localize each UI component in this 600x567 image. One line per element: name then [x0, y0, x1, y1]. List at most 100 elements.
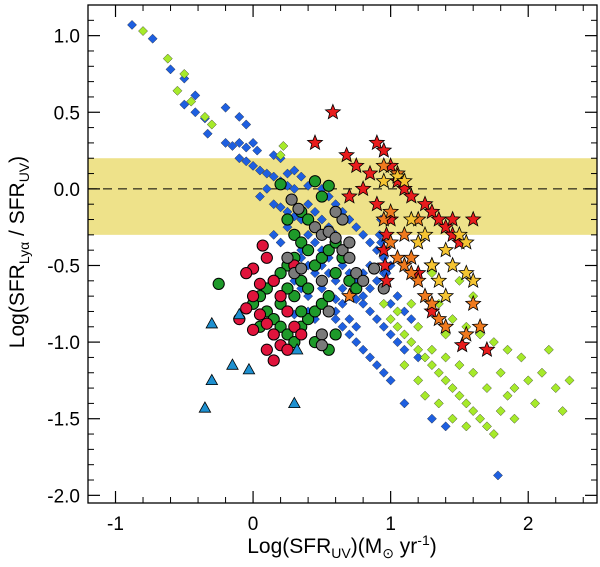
orange-stars-point [402, 264, 420, 281]
lime-diamonds-point [440, 329, 451, 340]
lime-diamonds-point [516, 352, 527, 363]
blue-diamonds-point [399, 398, 410, 409]
x-axis-title: Log(SFRUV)(M⊙ yr-1) [247, 532, 436, 561]
green-circles-point [322, 179, 335, 192]
blue-diamonds-point [296, 171, 307, 182]
blue-diamonds-point [344, 314, 355, 325]
blue-diamonds-point [268, 229, 279, 240]
red-stars-point [340, 187, 358, 204]
red-stars-point [416, 195, 434, 212]
lime-diamonds-point [447, 383, 458, 393]
orange-stars-point [389, 248, 406, 265]
blue-diamonds-point [358, 291, 369, 302]
orange-stars-point [375, 210, 393, 227]
blue-diamonds-point [190, 107, 201, 118]
red-stars-point [354, 180, 372, 197]
blue-diamonds-point [399, 306, 410, 317]
crimson-circles-point [267, 274, 280, 287]
yellow-stars-point [437, 287, 455, 304]
blue-diamonds-point [358, 298, 369, 309]
blue-diamonds-point [385, 298, 396, 309]
orange-stars-point [382, 202, 400, 220]
lime-diamonds-point [482, 421, 492, 432]
blue-diamonds-point [303, 199, 313, 210]
grey-circles-point [329, 205, 342, 218]
blue-diamonds-point [261, 183, 272, 194]
red-stars-point [444, 210, 462, 227]
blue-diamonds-point [493, 470, 503, 481]
green-circles-point [274, 267, 287, 280]
lime-diamonds-point [186, 96, 197, 107]
lime-diamonds-point [275, 150, 286, 161]
blue-diamonds-point [289, 165, 300, 176]
lime-diamonds-point [392, 306, 403, 317]
yellow-stars-point [409, 233, 427, 250]
green-circles-point [315, 251, 328, 264]
red-stars-point [361, 164, 379, 181]
blue-diamonds-point [248, 138, 258, 148]
lime-diamonds-point [475, 329, 485, 340]
blue-diamonds-point [275, 237, 286, 248]
blue-diamonds-point [255, 191, 265, 202]
lime-diamonds-point [399, 329, 410, 340]
red-stars-point [423, 203, 441, 220]
crimson-circles-point [274, 290, 287, 303]
lime-diamonds-point [454, 360, 465, 370]
green-circles-point [212, 277, 225, 290]
red-stars-point [437, 218, 455, 235]
red-stars-point [347, 157, 365, 174]
crimson-circles-point [240, 302, 253, 315]
lime-diamonds-point [392, 321, 403, 332]
lime-diamonds-point [433, 367, 444, 378]
green-circles-point [315, 297, 328, 310]
green-circles-point [288, 290, 301, 303]
x-tick-label: 1 [385, 514, 396, 535]
blue-diamonds-point [365, 283, 375, 294]
blue-diamonds-point [147, 33, 158, 44]
yellow-stars-point [437, 241, 455, 258]
crimson-circles-point [260, 343, 273, 356]
green-circles-point [329, 267, 342, 280]
green-circles-point [322, 244, 335, 257]
blue-diamonds-point [406, 314, 417, 325]
lime-diamonds-point [509, 383, 520, 393]
crimson-circles-point [260, 317, 273, 330]
yellow-stars-point [444, 256, 462, 273]
y-tick-label: -1.0 [47, 333, 80, 354]
green-circles-point [308, 175, 322, 188]
blue-diamonds-point [365, 306, 375, 317]
orange-stars-point [402, 248, 420, 265]
orange-stars-point [395, 256, 413, 273]
lime-diamonds-point [502, 344, 513, 355]
crimson-circles-point [253, 308, 267, 321]
crimson-circles-point [267, 328, 280, 341]
red-stars-point [453, 336, 471, 353]
crimson-circles-point [295, 328, 308, 341]
grey-circles-point [357, 274, 370, 287]
blue-diamonds-point [316, 214, 327, 225]
grey-circles-point [281, 251, 294, 264]
yellow-stars-point [464, 271, 482, 288]
blue-diamonds-point [330, 314, 341, 325]
lime-diamonds-point [413, 375, 424, 386]
blue-diamonds-point [202, 128, 213, 139]
blue-diamonds-point [365, 237, 375, 248]
lime-diamonds-point [461, 421, 472, 432]
green-circles-point [308, 259, 322, 272]
orange-stars-point [416, 287, 434, 304]
orange-stars-point [409, 271, 427, 288]
x-tick-label: 2 [523, 514, 534, 535]
lime-diamonds-point [557, 406, 568, 416]
lime-diamonds-point [179, 69, 190, 79]
crimson-circles-point [260, 251, 273, 264]
grey-circles-point [315, 328, 328, 341]
blue-diamonds-point [440, 421, 451, 432]
grey-circles-point [295, 262, 308, 275]
grey-circles-point [322, 305, 335, 318]
yellow-stars-point [416, 225, 434, 243]
blue-diamonds-point [275, 202, 286, 213]
green-circles-point [288, 228, 301, 241]
blue-diamonds-point [227, 141, 238, 151]
blue-diamonds-point [385, 375, 396, 386]
lime-diamonds-point [406, 337, 417, 347]
